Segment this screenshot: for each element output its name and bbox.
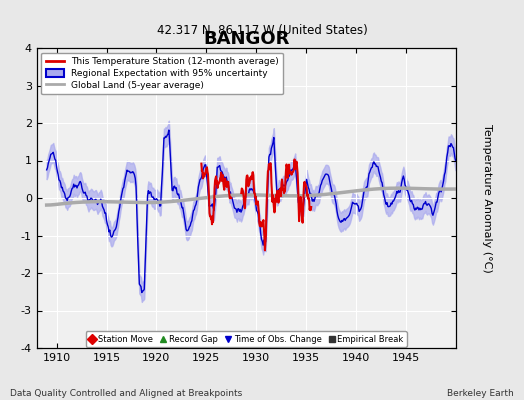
Title: BANGOR: BANGOR (203, 30, 289, 48)
Y-axis label: Temperature Anomaly (°C): Temperature Anomaly (°C) (482, 124, 492, 272)
Text: Berkeley Earth: Berkeley Earth (447, 389, 514, 398)
Legend: Station Move, Record Gap, Time of Obs. Change, Empirical Break: Station Move, Record Gap, Time of Obs. C… (85, 331, 407, 347)
Text: Data Quality Controlled and Aligned at Breakpoints: Data Quality Controlled and Aligned at B… (10, 389, 243, 398)
Text: 42.317 N, 86.117 W (United States): 42.317 N, 86.117 W (United States) (157, 24, 367, 37)
